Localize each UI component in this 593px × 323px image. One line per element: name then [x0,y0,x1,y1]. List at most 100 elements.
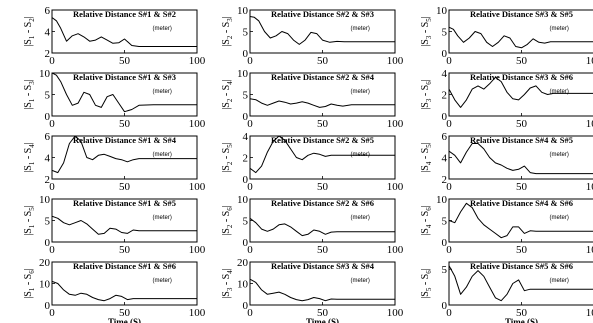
x-tick-label: 50 [516,307,528,319]
unit-annotation: (meter) [351,278,370,284]
subplot: Relative Distance S#1 & S#3(meter)0 50 100… [23,68,206,130]
unit-annotation: (meter) [550,89,569,95]
y-tick-label: 10 [39,279,51,291]
y-axis-label: |S5 - S6| [420,268,433,299]
x-tick-label: 50 [317,55,329,67]
y-tick-label: 5 [442,27,448,39]
x-tick-label: 100 [586,307,593,319]
unit-annotation: (meter) [153,278,172,284]
x-tick-label: 100 [586,118,593,130]
y-axis-label: |S2 - S3| [221,16,234,47]
y-axis-label: |S2 - S5| [221,142,234,173]
x-tick-label: 0 [49,307,55,319]
x-tick-label: 0 [446,307,452,319]
y-axis-label: |S1 - S5| [23,205,36,236]
plot-title: Relative Distance S#1 & S#3 [73,72,176,82]
x-tick-label: 50 [119,55,131,67]
y-tick-label: 0 [243,111,249,123]
x-tick-label: 0 [446,244,452,256]
y-tick-label: 10 [39,194,51,206]
x-tick-label: 50 [119,181,131,193]
y-tick-label: 0 [442,237,448,249]
x-tick-label: 100 [387,55,404,67]
x-tick-label: 0 [247,181,253,193]
x-tick-label: 0 [446,118,452,130]
x-tick-label: 100 [387,181,404,193]
y-tick-label: 0 [442,111,448,123]
series-line [250,278,395,302]
x-tick-label: 100 [189,55,206,67]
y-tick-label: 4 [442,68,448,80]
y-axis-label: |S2 - S6| [221,205,234,236]
plot-title: Relative Distance S#4 & S#6 [470,198,573,208]
series-line [52,215,197,235]
y-tick-label: 4 [45,153,51,165]
x-tick-label: 100 [189,118,206,130]
y-axis-label: |S1 - S4| [23,142,36,173]
x-tick-label: 50 [317,118,329,130]
subplot: Relative Distance S#1 & S#6(meter)0 50 100… [23,257,206,323]
y-tick-label: 10 [39,68,51,80]
subplot: Relative Distance S#1 & S#2 (meter) 0 50 100… [23,5,206,67]
y-tick-label: 4 [45,27,51,39]
y-axis-label: |S3 - S5| [420,16,433,47]
unit-annotation: (meter) [550,215,569,221]
y-tick-label: 0 [243,300,249,312]
x-tick-label: 100 [189,307,206,319]
series-line [52,280,197,302]
series-line [250,217,395,237]
subplot: Relative Distance S#1 & S#4 (meter) 0 50 100… [23,131,206,193]
y-tick-label: 6 [442,131,448,143]
unit-annotation: (meter) [351,215,370,221]
subplot: Relative Distance S#2 & S#3(meter)0 50 100… [221,5,404,67]
x-tick-label: 0 [247,55,253,67]
y-tick-label: 5 [45,216,51,228]
x-tick-label: 0 [49,55,55,67]
x-tick-label: 0 [247,118,253,130]
unit-annotation: (meter) [153,152,172,158]
plot-title: Relative Distance S#3 & S#4 [271,261,375,271]
y-tick-label: 2 [45,48,51,60]
series-line [52,73,197,113]
plot-title: Relative Distance S#2 & S#6 [271,198,374,208]
subplot: Relative Distance S#3 & S#4(meter)0 50 100… [221,257,404,323]
series-line [449,76,593,108]
subplot: Relative Distance S#1 & S#5(meter)0 50 100… [23,194,206,256]
subplot: Relative Distance S#3 & S#5(meter)050100… [420,5,593,67]
unit-annotation: (meter) [153,89,172,95]
unit-annotation: (meter) [351,26,370,32]
y-tick-label: 0 [243,48,249,60]
y-tick-label: 10 [436,194,448,206]
y-tick-label: 4 [442,153,448,165]
y-axis-label: |S1 - S2| [23,16,36,47]
series-line [250,16,395,45]
x-tick-label: 100 [586,181,593,193]
y-tick-label: 0 [45,237,51,249]
x-axis-label: Time (S) [306,317,339,323]
y-tick-label: 0 [442,300,448,312]
y-axis-label: |S4 - S5| [420,142,433,173]
y-tick-label: 0 [45,300,51,312]
y-tick-label: 0 [45,111,51,123]
series-line [250,98,395,108]
plot-title: Relative Distance S#3 & S#6 [470,72,573,82]
y-tick-label: 0 [243,237,249,249]
y-tick-label: 2 [442,90,448,102]
y-tick-label: 10 [436,5,448,17]
x-tick-label: 50 [317,181,329,193]
x-tick-label: 0 [49,244,55,256]
x-tick-label: 50 [317,307,329,319]
y-axis-label: |S3 - S6| [420,79,433,110]
x-tick-label: 0 [247,244,253,256]
unit-annotation: (meter) [153,215,172,221]
series-line [449,265,593,302]
y-tick-label: 20 [39,257,51,269]
y-tick-label: 20 [237,257,249,269]
series-line [449,26,593,49]
y-tick-label: 0 [243,174,249,186]
y-tick-label: 5 [243,216,249,228]
plot-title: Relative Distance S#1 & S#4 [73,135,177,145]
x-tick-label: 0 [49,118,55,130]
x-tick-label: 50 [516,244,528,256]
subplot: Relative Distance S#2 & S#5(meter)0 50 100… [221,131,404,193]
